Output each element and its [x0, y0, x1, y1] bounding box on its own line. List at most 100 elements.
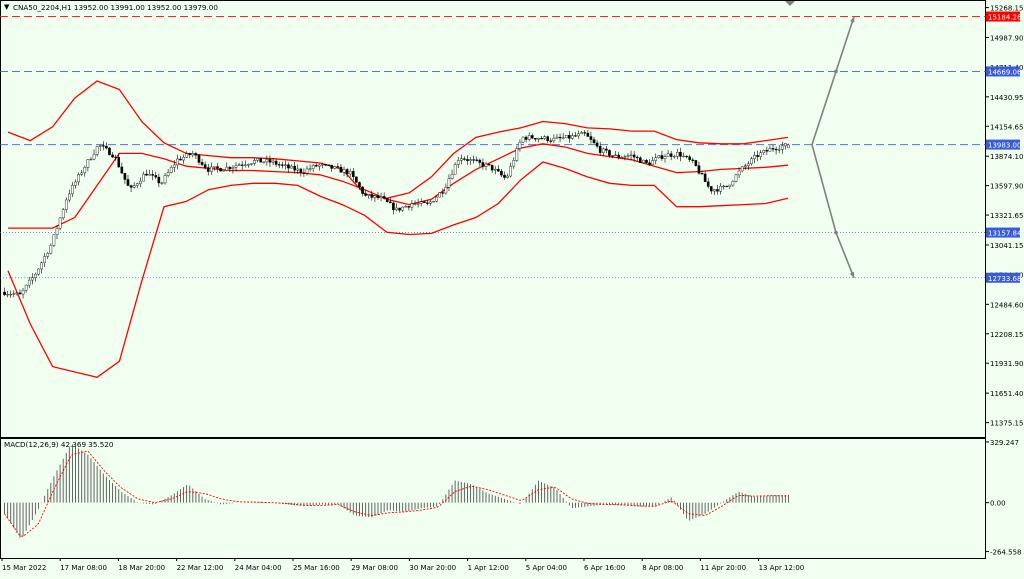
bollinger-lower-line — [7, 161, 789, 379]
candle-body — [392, 202, 395, 211]
candle-body — [77, 174, 80, 183]
candle-body — [148, 174, 151, 176]
price-tick-label: 12208.15 — [990, 331, 1023, 339]
candle-body — [355, 176, 358, 183]
time-tick-label: 15 Mar 2022 — [2, 564, 46, 572]
time-tick-label: 13 Apr 12:00 — [759, 564, 805, 572]
price-tick-label: 11931.90 — [990, 360, 1023, 368]
candle-body — [225, 166, 229, 171]
candle-body — [290, 165, 293, 169]
candle-body — [324, 164, 327, 166]
price-tick-label: 13321.65 — [990, 212, 1023, 220]
candle-body — [540, 138, 543, 140]
candle-body — [231, 167, 235, 169]
candle-body — [493, 168, 497, 171]
candle-body — [342, 169, 346, 173]
candle-body — [706, 181, 710, 187]
candle-body — [419, 201, 423, 204]
time-tick-label: 5 Apr 04:00 — [526, 564, 567, 572]
candle-body — [194, 153, 198, 156]
candle-body — [753, 155, 756, 159]
candle-body — [691, 159, 695, 161]
candle-body — [703, 173, 707, 182]
candle-body — [89, 158, 93, 161]
candle-body — [737, 170, 741, 176]
candle-body — [351, 171, 355, 178]
candle-body — [756, 155, 759, 157]
macd-pane-frame — [0, 438, 986, 559]
candle-body — [389, 201, 392, 204]
candle-body — [37, 268, 40, 275]
level-label: 14669.06 — [988, 68, 1022, 76]
candle-body — [92, 154, 96, 160]
candle-body — [642, 159, 645, 163]
candle-body — [31, 277, 34, 281]
candle-body — [142, 173, 145, 182]
candle-body — [114, 156, 117, 159]
candle-body — [716, 189, 719, 192]
candle-body — [577, 133, 580, 137]
candle-body — [777, 149, 781, 151]
candle-body — [731, 181, 735, 186]
projection-up-arrow-waypoint — [834, 69, 838, 74]
candle-body — [413, 203, 417, 205]
candle-body — [713, 189, 716, 192]
candle-body — [203, 164, 207, 168]
candle-body — [216, 166, 219, 169]
candle-body — [68, 193, 71, 201]
candle-body — [719, 185, 722, 192]
candle-body — [601, 148, 605, 153]
candle-body — [497, 168, 500, 172]
candle-body — [460, 158, 463, 161]
candle-body — [58, 217, 62, 229]
candle-body — [435, 196, 438, 202]
candle-body — [645, 159, 648, 163]
candle-body — [21, 289, 25, 295]
candle-body — [111, 154, 114, 158]
candle-body — [15, 292, 19, 294]
candle-body — [373, 195, 377, 198]
candle-body — [154, 175, 158, 178]
candle-body — [43, 256, 46, 263]
candle-body — [83, 167, 87, 174]
candle-body — [626, 155, 630, 157]
price-tick-label: 13874.10 — [990, 153, 1023, 161]
candle-body — [385, 198, 389, 203]
projection-down-arrow[interactable] — [811, 144, 855, 279]
candle-body — [262, 161, 266, 163]
candle-body — [546, 136, 550, 142]
candle-body — [71, 185, 74, 195]
candle-body — [367, 194, 371, 196]
candle-body — [237, 164, 241, 166]
macd-tick-label: -264.558 — [990, 548, 1021, 556]
horizontal-levels[interactable] — [0, 16, 986, 279]
candle-body — [669, 153, 673, 157]
candle-body — [250, 163, 253, 165]
candle-body — [734, 174, 738, 182]
macd-header: MACD(12,26,9) 42.369 35.520 — [4, 440, 114, 449]
candle-body — [296, 168, 300, 171]
time-axis[interactable]: 15 Mar 2022 17 Mar 08:00 18 Mar 20:00 22 Ma… — [1, 558, 805, 572]
candle-body — [52, 234, 56, 246]
level-label-bg — [986, 11, 1020, 22]
candle-body — [441, 192, 445, 194]
menu-arrow-icon[interactable]: ▼ — [4, 3, 10, 11]
scroll-marker-icon[interactable] — [785, 1, 795, 6]
candle-body — [710, 186, 713, 192]
level-label: 13157.84 — [988, 230, 1022, 238]
candle-body — [657, 155, 661, 159]
projection-arrows[interactable] — [811, 16, 855, 279]
candle-body — [722, 185, 725, 188]
macd-axis: 329.247 0.00 -264.558 — [986, 439, 1021, 556]
candle-body — [654, 157, 658, 161]
candle-body — [129, 185, 133, 188]
candle-body — [55, 228, 59, 235]
projection-up-arrow[interactable] — [811, 16, 855, 145]
candle-body — [416, 203, 420, 205]
candle-body — [500, 170, 503, 176]
symbol-header: CNA50_2204,H1 13952.00 13991.00 13952.00… — [13, 3, 218, 12]
candle-body — [336, 166, 340, 168]
candle-body — [617, 154, 621, 158]
